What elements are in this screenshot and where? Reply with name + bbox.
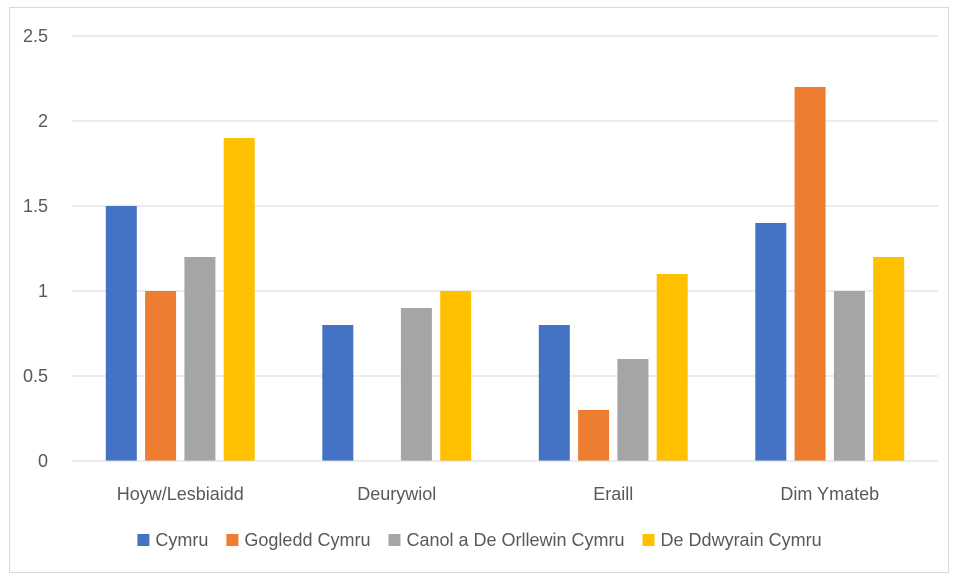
bar-gogledd-cymru-2: [578, 410, 610, 461]
y-tick-label: 1: [38, 281, 48, 301]
bar-de-ddwyrain-cymru-2: [656, 274, 688, 461]
legend-label: Cymru: [155, 530, 208, 550]
bar-canol-a-de-orllewin-cymru-1: [400, 308, 432, 461]
chart-frame: [9, 7, 949, 573]
x-axis: Hoyw/Lesbiaidd Deurywiol Eraill Dim Ymateb: [72, 460, 938, 504]
bar-de-ddwyrain-cymru-0: [223, 138, 255, 461]
legend: Cymru Gogledd Cymru Canol a De Orllewin Cy…: [137, 530, 822, 550]
legend-swatch: [388, 534, 401, 546]
bar-de-ddwyrain-cymru-1: [440, 291, 472, 461]
x-category-label: Hoyw/Lesbiaidd: [117, 484, 244, 504]
bar-gogledd-cymru-3: [794, 87, 826, 461]
gridlines: [72, 35, 938, 377]
x-category-label: Dim Ymateb: [780, 484, 879, 504]
y-tick-label: 0: [38, 451, 48, 471]
legend-label: Canol a De Orllewin Cymru: [406, 530, 624, 550]
y-tick-label: 0.5: [23, 366, 48, 386]
legend-label: Gogledd Cymru: [244, 530, 370, 550]
bar-cymru-2: [538, 325, 570, 461]
x-category-label: Deurywiol: [357, 484, 436, 504]
bar-cymru-1: [322, 325, 354, 461]
bar-cymru-0: [105, 206, 137, 461]
y-axis-tick-labels: 0 0.5 1 1.5 2 2.5: [23, 26, 48, 471]
bars: [105, 87, 905, 461]
legend-swatch: [137, 534, 150, 546]
bar-cymru-3: [755, 223, 787, 461]
y-tick-label: 1.5: [23, 196, 48, 216]
legend-swatch: [226, 534, 239, 546]
x-category-label: Eraill: [593, 484, 633, 504]
y-tick-label: 2: [38, 111, 48, 131]
bar-gogledd-cymru-0: [145, 291, 177, 461]
bar-canol-a-de-orllewin-cymru-0: [184, 257, 216, 461]
y-tick-label: 2.5: [23, 26, 48, 46]
legend-label: De Ddwyrain Cymru: [661, 530, 822, 550]
legend-swatch: [642, 534, 655, 546]
bar-canol-a-de-orllewin-cymru-3: [833, 291, 865, 461]
bar-canol-a-de-orllewin-cymru-2: [617, 359, 649, 461]
bar-de-ddwyrain-cymru-3: [873, 257, 905, 461]
